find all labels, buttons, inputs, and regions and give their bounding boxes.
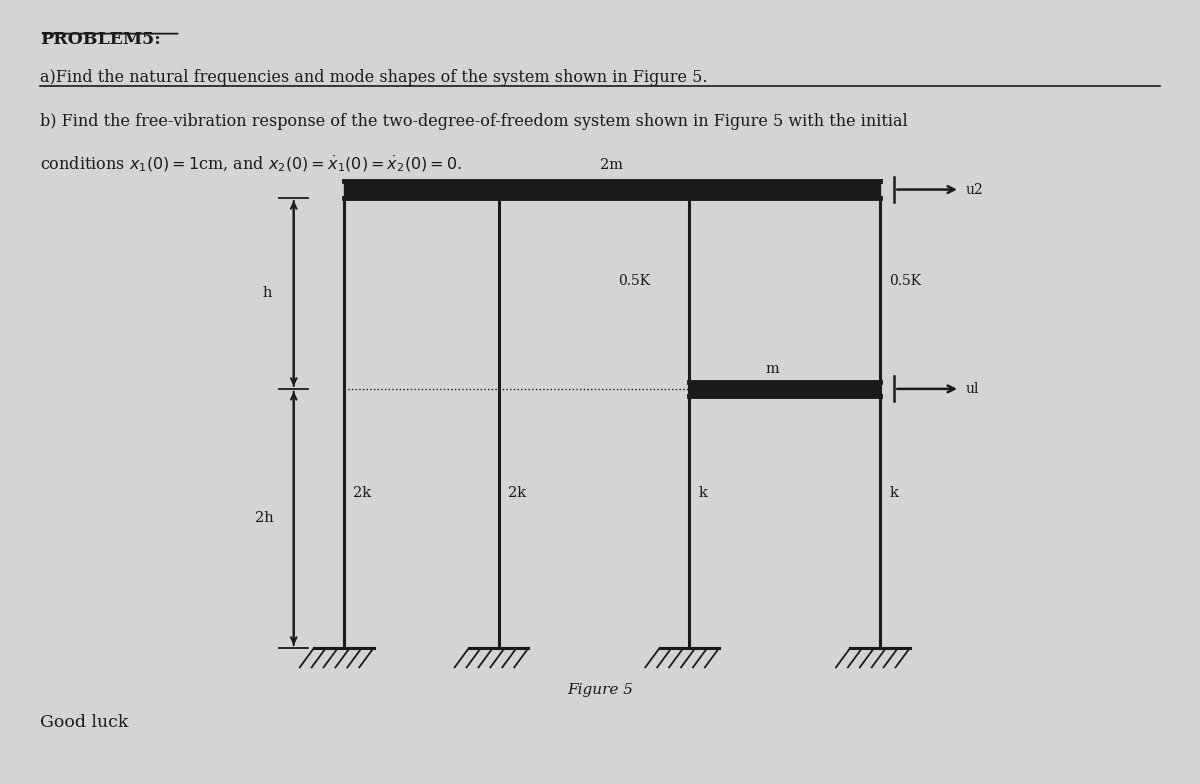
Text: Figure 5: Figure 5 <box>566 683 634 697</box>
Text: 2h: 2h <box>254 511 274 525</box>
Text: Good luck: Good luck <box>40 714 128 731</box>
Text: conditions $x_1(0) = 1$cm, and $x_2(0) = \dot{x}_1(0) = \dot{x}_2(0) = 0$.: conditions $x_1(0) = 1$cm, and $x_2(0) =… <box>40 154 462 174</box>
Text: ul: ul <box>966 382 979 396</box>
Text: 2m: 2m <box>600 158 624 172</box>
Text: k: k <box>889 486 899 500</box>
Text: 0.5K: 0.5K <box>618 274 650 289</box>
Text: 0.5K: 0.5K <box>889 274 922 289</box>
Text: k: k <box>698 486 708 500</box>
Text: m: m <box>766 361 780 376</box>
Text: a)Find the natural frequencies and mode shapes of the system shown in Figure 5.: a)Find the natural frequencies and mode … <box>40 68 708 85</box>
Text: PROBLEM5:: PROBLEM5: <box>40 31 161 49</box>
Text: b) Find the free-vibration response of the two-degree-of-freedom system shown in: b) Find the free-vibration response of t… <box>40 113 907 130</box>
Text: u2: u2 <box>966 183 984 197</box>
Text: 2k: 2k <box>509 486 527 500</box>
Text: 2k: 2k <box>353 486 372 500</box>
Text: h: h <box>263 286 272 300</box>
